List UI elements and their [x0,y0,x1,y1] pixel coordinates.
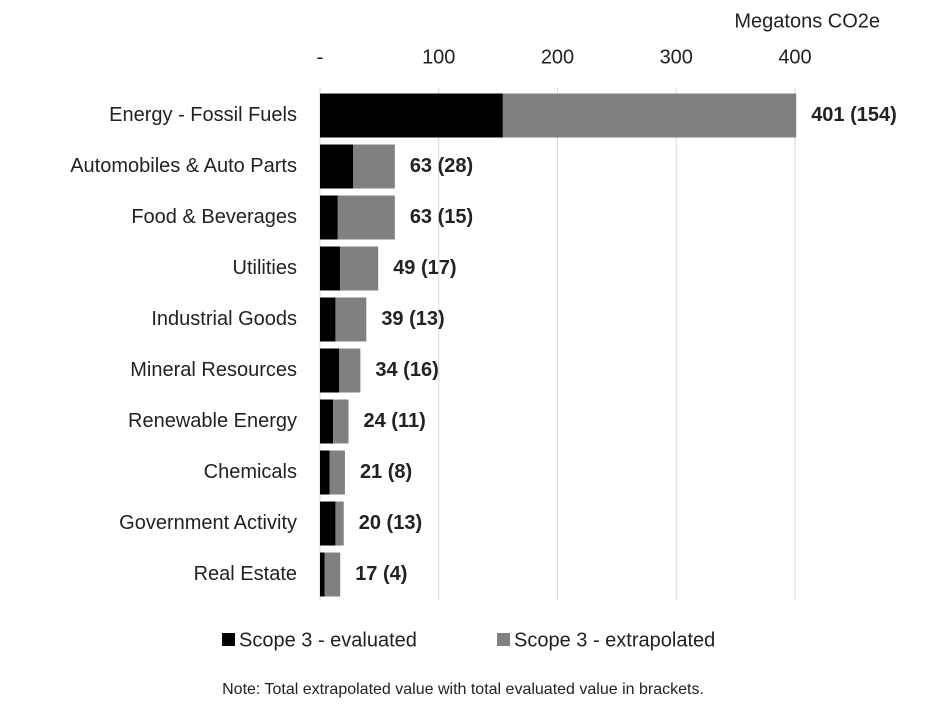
bar-segment [333,399,349,444]
bar-segment [320,552,325,597]
y-tick-label: Mineral Resources [130,359,297,381]
bar-segment [335,501,344,546]
bar-segment [320,195,338,240]
y-tick-label: Food & Beverages [131,206,297,228]
value-label: 20 (13) [359,512,422,534]
bar-segment [353,144,395,189]
bar-segment [320,297,336,342]
bar-segment [337,195,395,240]
y-tick-label: Chemicals [204,461,297,483]
value-label: 24 (11) [364,410,426,432]
x-tick-label: - [317,46,324,68]
bar-segment [339,348,361,393]
bar-segment [320,144,354,189]
value-label: 401 (154) [811,104,897,126]
bar-segment [329,450,345,495]
y-tick-label: Energy - Fossil Fuels [109,104,297,126]
bar-segment [335,297,367,342]
legend-swatch [222,633,235,646]
value-label: 21 (8) [360,461,412,483]
bar-segment [320,348,339,393]
note: Note: Total extrapolated value with tota… [222,681,704,698]
y-tick-label: Renewable Energy [128,410,297,432]
value-label: 34 (16) [375,359,438,381]
bar-segment [320,450,330,495]
y-tick-label: Government Activity [119,512,297,534]
x-tick-label: 400 [778,46,811,68]
y-tick-label: Automobiles & Auto Parts [70,155,297,177]
axis-title: Megatons CO2e [734,10,880,32]
value-label: 63 (15) [410,206,473,228]
value-label: 49 (17) [393,257,456,279]
value-label: 17 (4) [355,563,407,585]
bar-segment [340,246,379,291]
bar-segment [320,246,341,291]
y-tick-label: Industrial Goods [151,308,297,330]
y-tick-label: Real Estate [194,563,297,585]
x-tick-label: 300 [660,46,693,68]
legend-label: Scope 3 - evaluated [239,629,417,651]
bar-segment [324,552,341,597]
value-label: 39 (13) [381,308,444,330]
legend-swatch [497,633,510,646]
x-tick-label: 200 [541,46,574,68]
bar-segment [320,501,336,546]
bar-segment [320,399,334,444]
legend-label: Scope 3 - extrapolated [514,629,715,651]
x-tick-label: 100 [422,46,455,68]
bar-segment [502,93,797,138]
value-label: 63 (28) [410,155,473,177]
y-tick-label: Utilities [233,257,297,279]
bar-segment [320,93,503,138]
